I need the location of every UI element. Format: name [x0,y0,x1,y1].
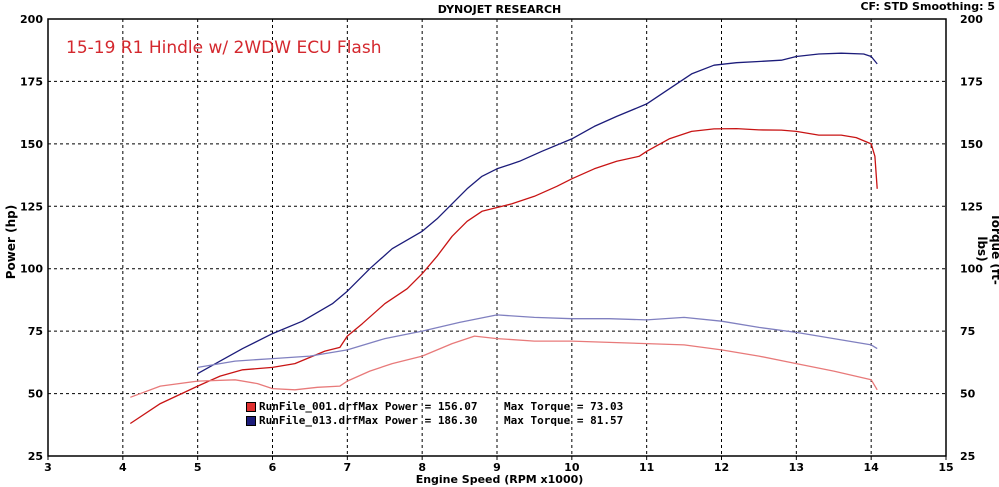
y-axis-label-right: Torque (ft-lbs) [975,213,999,285]
legend-swatch-blue [246,416,256,426]
y-tick-label-left: 25 [28,450,43,463]
run-annotation: 15-19 R1 Hindle w/ 2WDW ECU Flash [66,38,382,58]
legend-stats: Max Power = 186.30 Max Torque = 81.57 [358,414,624,427]
x-tick-label: 8 [418,461,426,474]
y-tick-label-right: 175 [960,75,983,88]
y-tick-label-left: 175 [20,75,43,88]
legend-file: RunFile_013.drf [259,414,359,427]
y-tick-label-left: 100 [20,263,43,276]
series-lines [129,52,878,425]
chart-title: DYNOJET RESEARCH [437,3,562,16]
y-tick-label-left: 50 [28,388,44,401]
legend-stats: Max Power = 156.07 Max Torque = 73.03 [358,400,624,413]
x-tick-label: 6 [269,461,277,474]
x-tick-label: 11 [639,461,654,474]
y-tick-label-right: 25 [960,450,975,463]
grid-lines [47,19,947,460]
legend-entry-runfile-001: RunFile_001.drf Max Power = 156.07 Max T… [246,400,623,414]
x-tick-label: 7 [344,461,352,474]
plot-frame [47,18,947,457]
y-tick-label-right: 50 [960,388,976,401]
x-axis-label: Engine Speed (RPM x1000) [415,473,584,486]
x-tick-label: 13 [789,461,804,474]
x-tick-label: 15 [938,461,953,474]
x-tick-label: 10 [564,461,580,474]
y-tick-label-right: 75 [960,325,975,338]
y-tick-label-left: 200 [20,13,43,26]
series-line-2 [130,335,878,398]
x-tick-label: 14 [864,461,880,474]
y-tick-label-right: 200 [960,13,983,26]
y-tick-label-right: 150 [960,138,983,151]
y-tick-label-right: 100 [960,263,983,276]
legend-swatch-red [246,402,256,412]
legend-file: RunFile_001.drf [259,400,359,413]
series-line-1 [197,52,878,375]
x-tick-label: 4 [119,461,127,474]
x-tick-label: 9 [493,461,501,474]
x-tick-label: 3 [44,461,52,474]
x-tick-label: 5 [194,461,202,474]
correction-smoothing-info: CF: STD Smoothing: 5 [860,0,995,13]
series-line-3 [197,314,878,369]
y-tick-label-left: 75 [28,325,43,338]
legend: RunFile_001.drf Max Power = 156.07 Max T… [246,400,623,428]
series-line-0 [129,127,878,425]
y-tick-label-right: 125 [960,200,983,213]
y-tick-label-left: 125 [20,200,43,213]
tick-labels: 3 4 5 6 7 8 9 10 11 12 13 14 15 25 25 50 50 75 75 100 100 125… [20,13,983,474]
legend-entry-runfile-013: RunFile_013.drf Max Power = 186.30 Max T… [246,414,623,428]
x-tick-label: 12 [714,461,729,474]
y-axis-label-left: Power (hp) [4,204,18,280]
y-tick-label-left: 150 [20,138,43,151]
